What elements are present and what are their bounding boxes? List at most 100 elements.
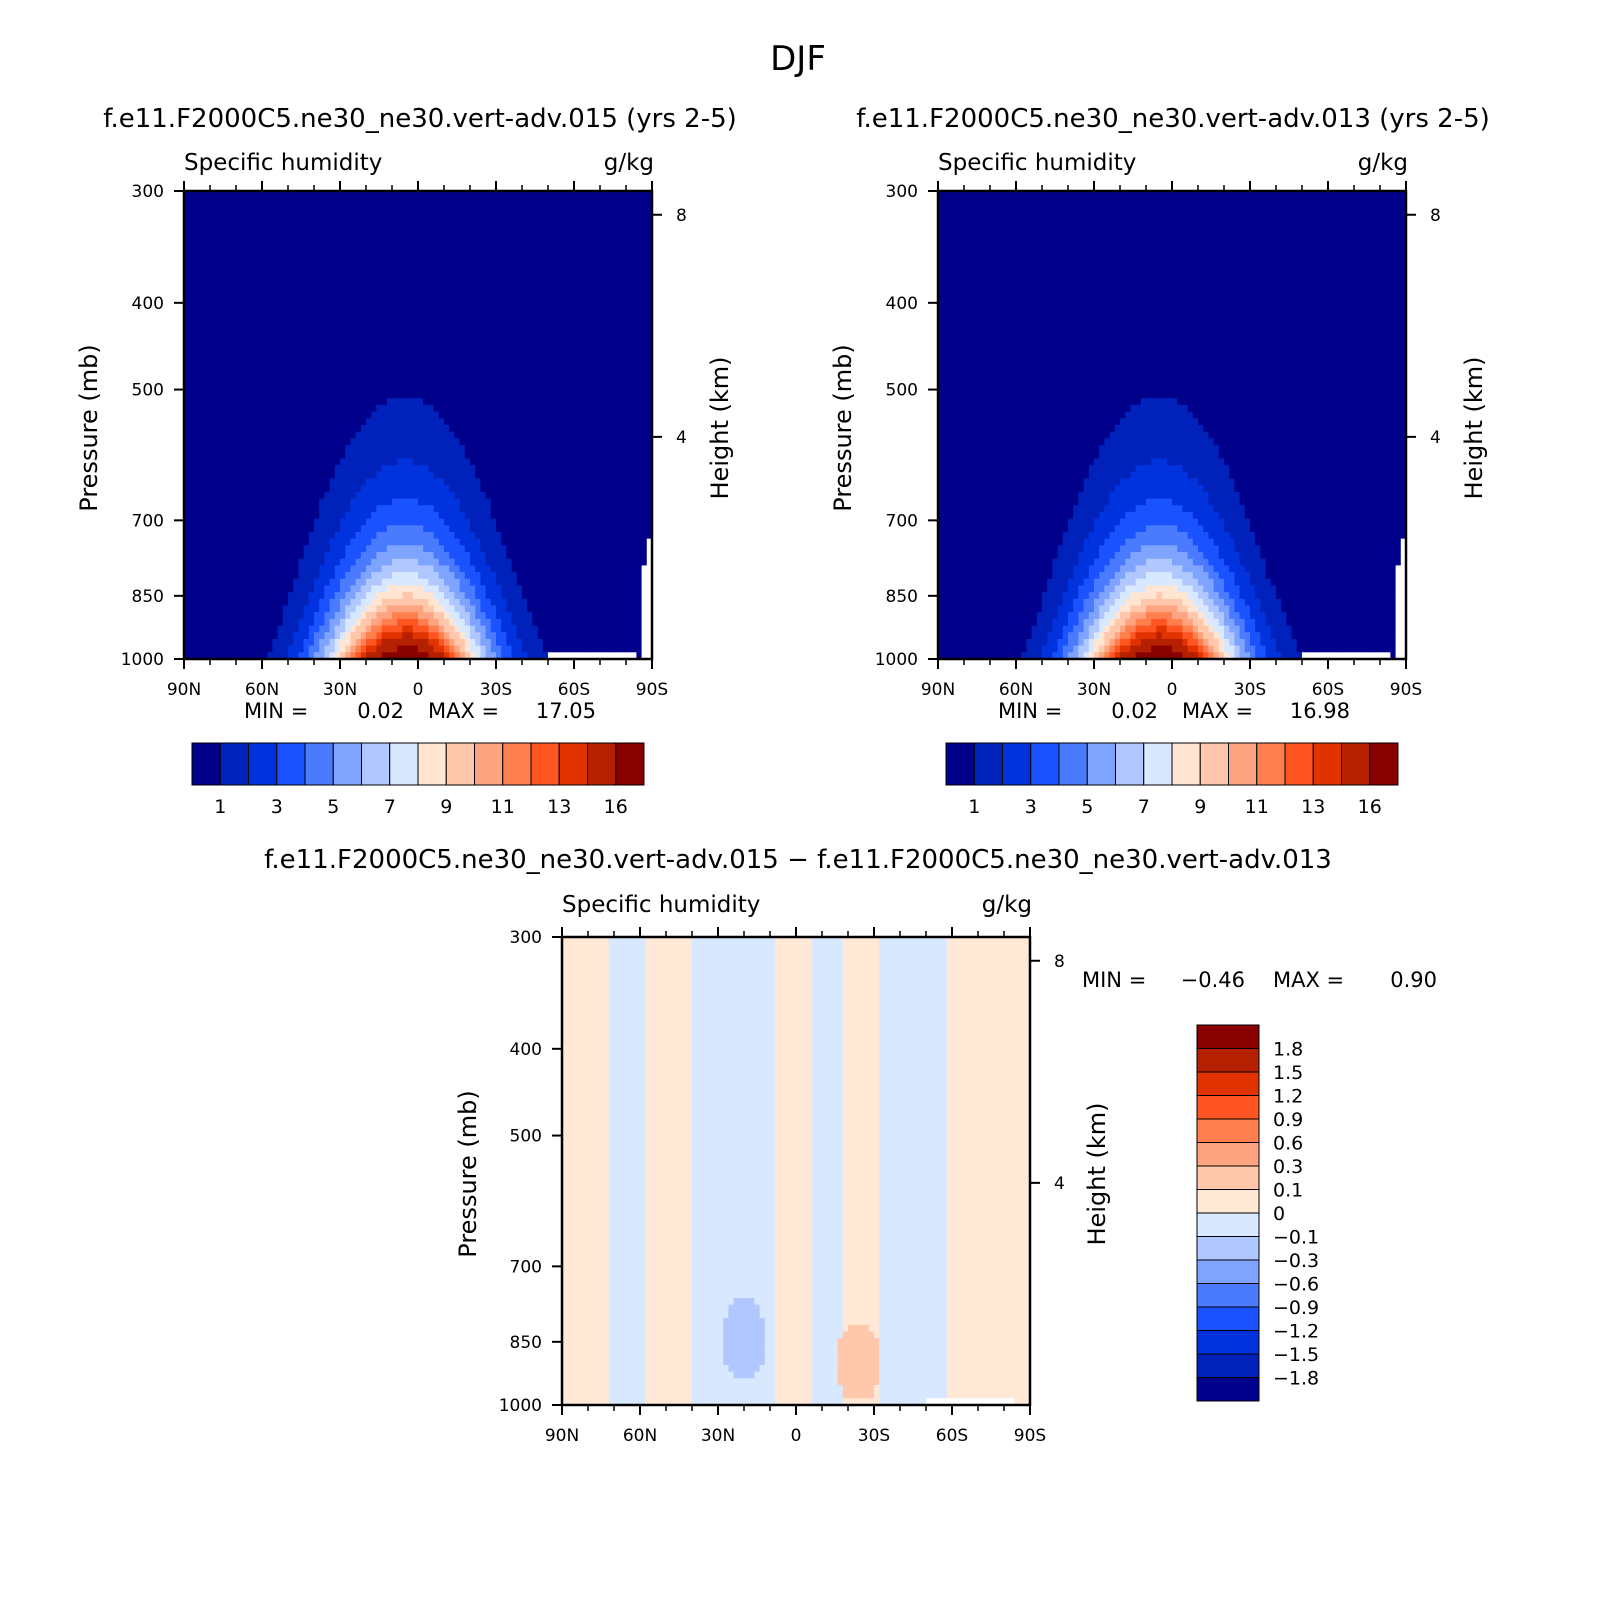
panel-0-cell [205, 218, 211, 225]
panel-0-cell [408, 338, 414, 345]
panel-0-cell [434, 358, 440, 365]
panel-0-cell [288, 559, 294, 566]
panel-0-cell [324, 458, 330, 465]
panel-0-cell [314, 632, 320, 639]
panel-0-cell [330, 385, 336, 392]
panel-0-cell [319, 592, 325, 599]
panel-0-cell [418, 646, 424, 653]
panel-0-cell [220, 519, 226, 526]
panel-0-cell [220, 445, 226, 452]
panel-0-cell [402, 325, 408, 332]
panel-0-cell [444, 432, 450, 439]
panel-0-cell [205, 418, 211, 425]
panel-0-cell [345, 285, 351, 292]
panel-0-cell [366, 478, 372, 485]
panel-0-cell [262, 392, 268, 399]
panel-0-cell [340, 278, 346, 285]
panel-0-cell [532, 612, 538, 619]
panel-0-cell [319, 258, 325, 265]
panel-0-cell [402, 552, 408, 559]
panel-0-cell [480, 478, 486, 485]
panel-0-cell [288, 619, 294, 626]
panel-0-cell [314, 505, 320, 512]
panel-0-cell [226, 639, 232, 646]
panel-0-cell [449, 311, 455, 318]
panel-0-cell [231, 271, 237, 278]
panel-0-cell [361, 626, 367, 633]
panel-0-cell [345, 372, 351, 379]
panel-0-cell [267, 331, 273, 338]
panel-0-cell [356, 218, 362, 225]
panel-0-cell [460, 632, 466, 639]
panel-0-cell [314, 525, 320, 532]
panel-0-cell [220, 378, 226, 385]
panel-0-cell [226, 626, 232, 633]
panel-0-cell [538, 525, 544, 532]
panel-0-cell [397, 592, 403, 599]
panel-0-cell [283, 372, 289, 379]
panel-0-cell [241, 378, 247, 385]
panel-0-cell [278, 452, 284, 459]
panel-0-cell [454, 559, 460, 566]
panel-0-cell [278, 525, 284, 532]
panel-0-cell [210, 525, 216, 532]
panel-0-cell [382, 565, 388, 572]
panel-0-cell [194, 532, 200, 539]
panel-0-cell [387, 585, 393, 592]
panel-0-cell [298, 458, 304, 465]
panel-0-cell [335, 418, 341, 425]
panel-0-cell [486, 271, 492, 278]
panel-0-cell [314, 478, 320, 485]
panel-0-cell [501, 465, 507, 472]
panel-0-cell [512, 606, 518, 613]
panel-0-cell [402, 258, 408, 265]
panel-0-cell [215, 285, 221, 292]
panel-0-cell [272, 385, 278, 392]
panel-0-cell [309, 478, 315, 485]
panel-0-cell [496, 351, 502, 358]
panel-0-cell [423, 392, 429, 399]
panel-0-cell [340, 626, 346, 633]
panel-0-plot-area [184, 191, 653, 660]
panel-0-cell [496, 251, 502, 258]
panel-0-cell [423, 204, 429, 211]
panel-0-cell [189, 432, 195, 439]
panel-0-cell [371, 291, 377, 298]
panel-0-cell [387, 318, 393, 325]
panel-0-cell [439, 378, 445, 385]
panel-0-cell [319, 565, 325, 572]
panel-0-cell [517, 432, 523, 439]
panel-0-cell [241, 458, 247, 465]
panel-0-cell [194, 385, 200, 392]
panel-0-cell [335, 545, 341, 552]
panel-0-cell [376, 585, 382, 592]
panel-0-cell [486, 572, 492, 579]
panel-0-cell [506, 224, 512, 231]
panel-0-cell [215, 231, 221, 238]
panel-0-cell [439, 358, 445, 365]
panel-0-cell [439, 385, 445, 392]
panel-0-cell [205, 499, 211, 506]
panel-0-cell [465, 218, 471, 225]
panel-0-cell [304, 351, 310, 358]
panel-0-cell [257, 405, 263, 412]
panel-0-cell [241, 472, 247, 479]
panel-0-cell [262, 244, 268, 251]
panel-0-cell [428, 345, 434, 352]
panel-0-cell [480, 572, 486, 579]
panel-0-cell [288, 465, 294, 472]
panel-0-cell [449, 378, 455, 385]
panel-0-cell [330, 331, 336, 338]
panel-0-cell [194, 552, 200, 559]
panel-0-cell [376, 231, 382, 238]
panel-0-cell [506, 211, 512, 218]
panel-0-cell [423, 572, 429, 579]
panel-0-cell [278, 418, 284, 425]
panel-0-cell [189, 251, 195, 258]
panel-0-cell [236, 452, 242, 459]
panel-0-cell [226, 499, 232, 506]
panel-0-cell [512, 639, 518, 646]
panel-0-cell [423, 418, 429, 425]
panel-0-cell [309, 385, 315, 392]
panel-0-cell [241, 565, 247, 572]
